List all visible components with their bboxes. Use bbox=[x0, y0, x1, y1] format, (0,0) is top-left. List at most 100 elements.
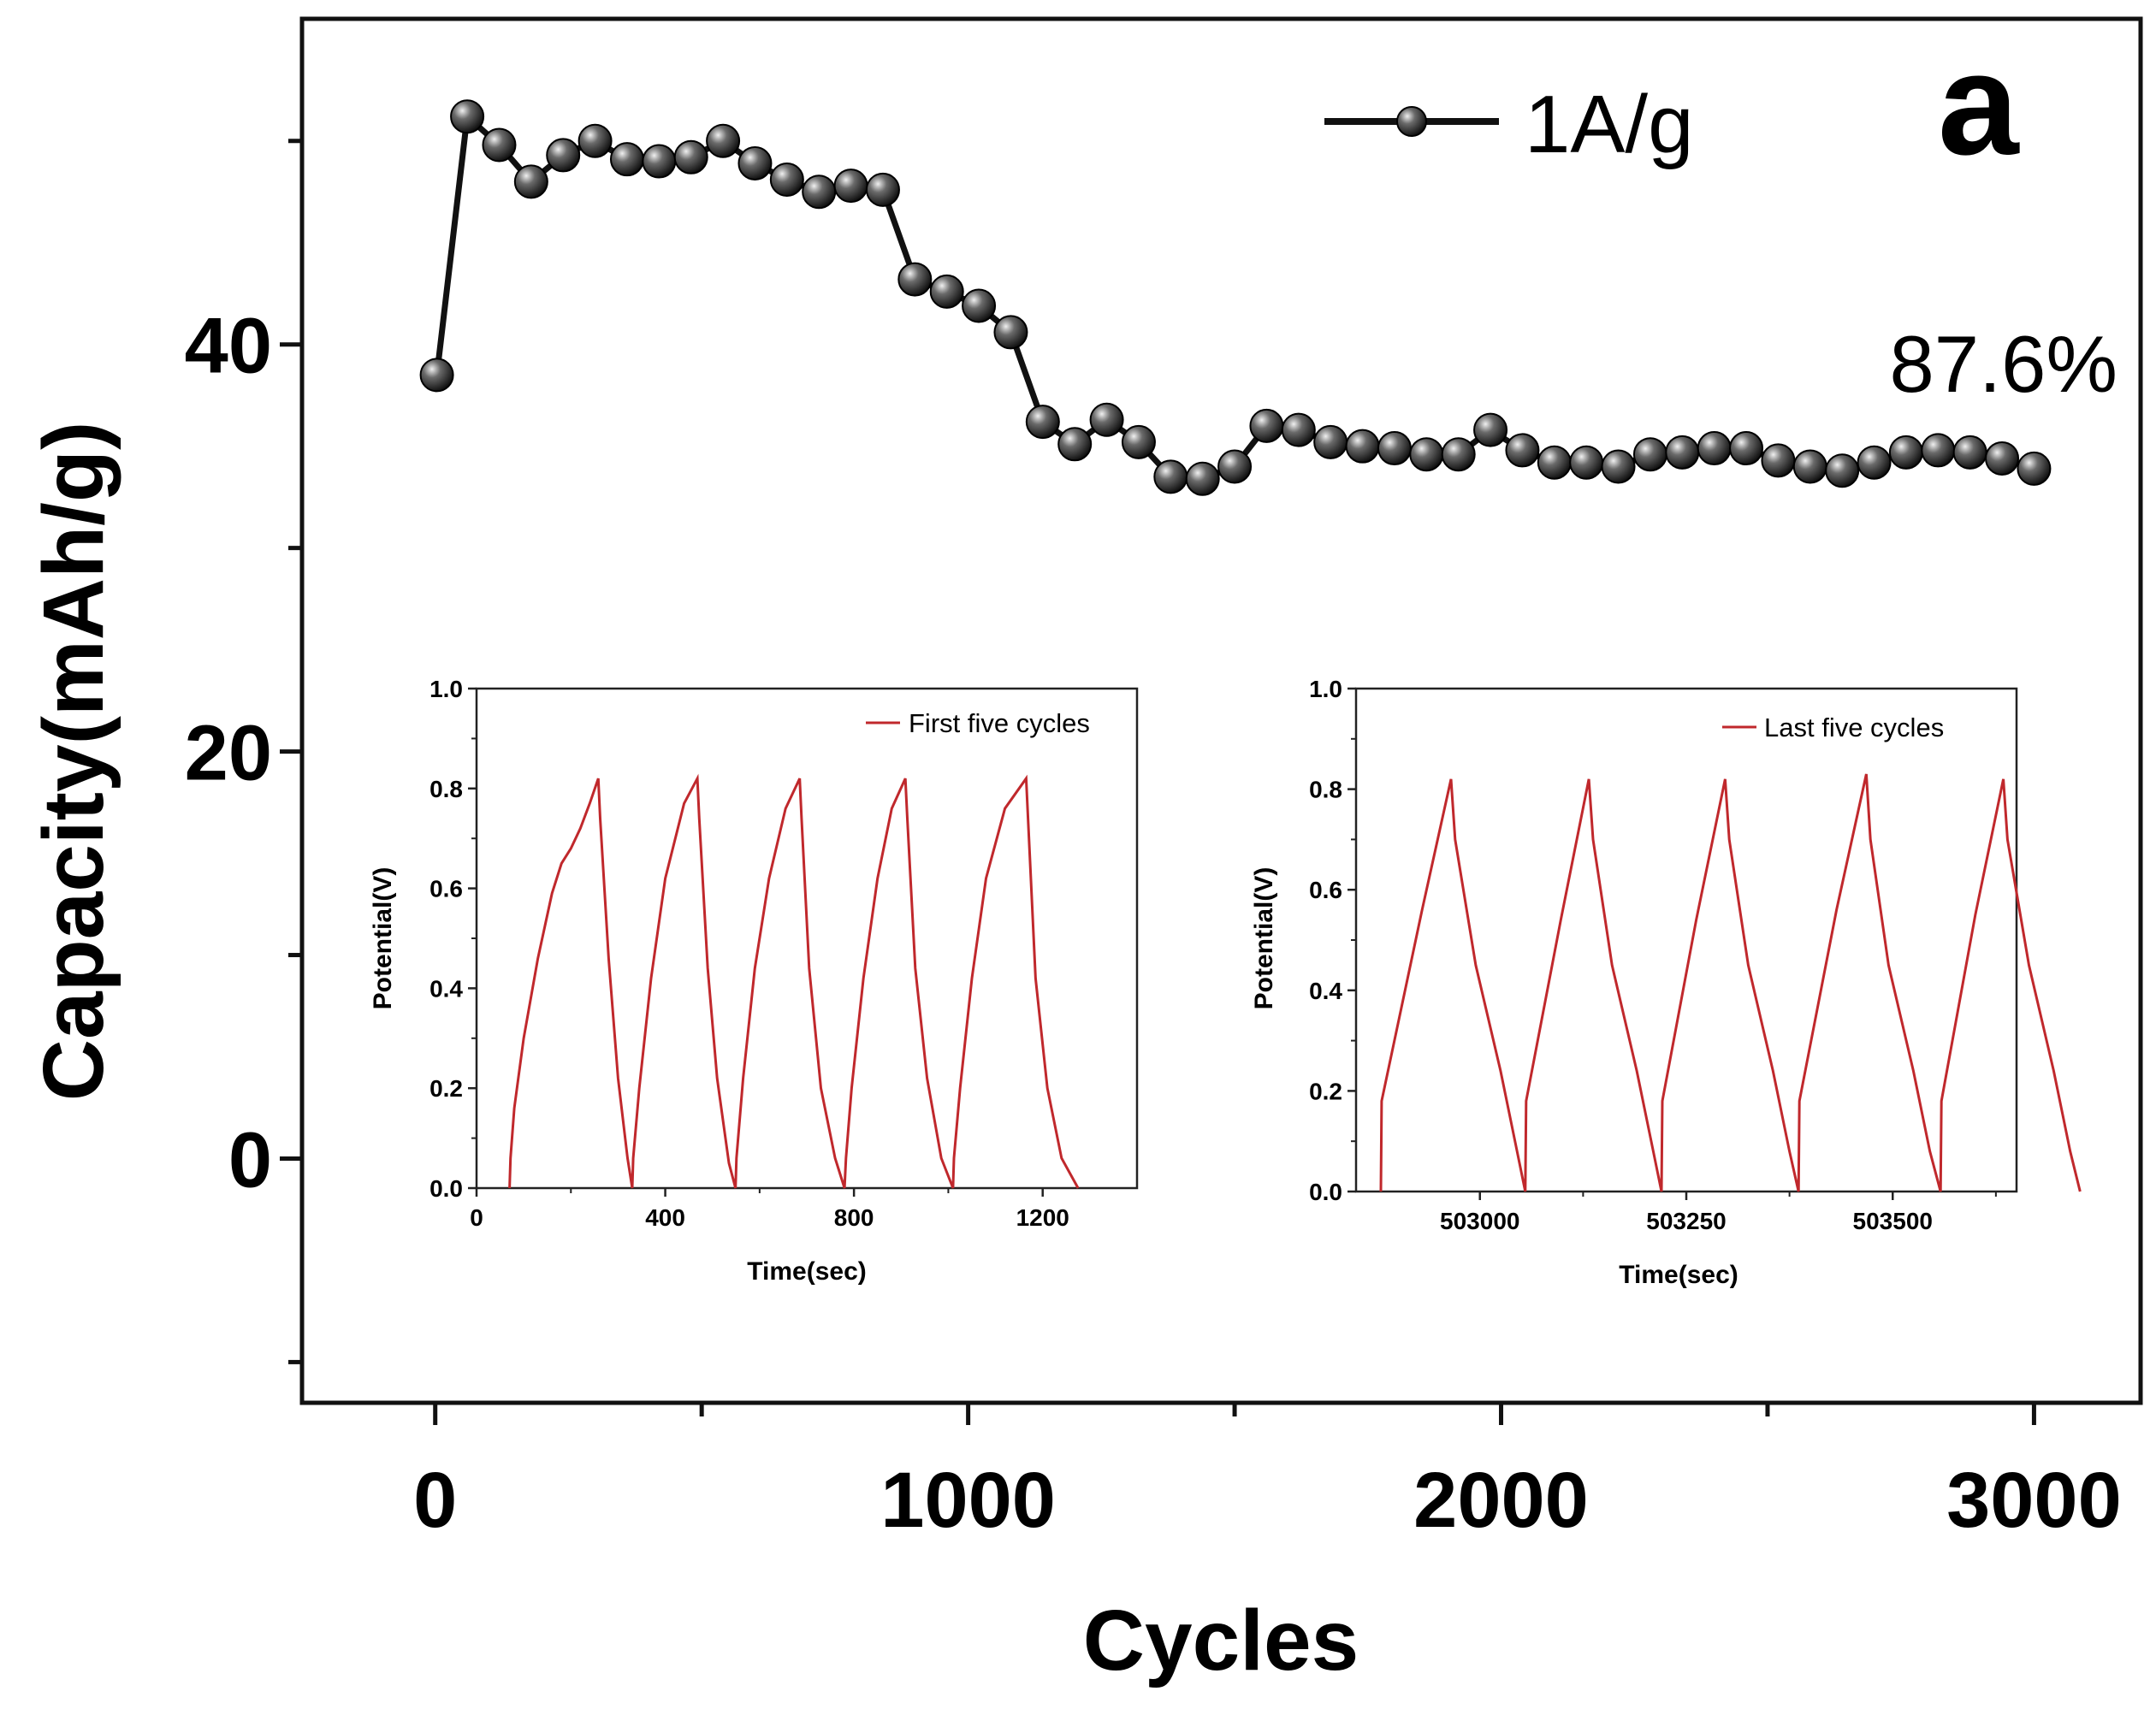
data-point bbox=[513, 164, 548, 199]
data-point bbox=[1985, 441, 2020, 476]
data-point bbox=[1537, 445, 1572, 480]
x-tick-label: 503250 bbox=[1646, 1208, 1726, 1234]
inset2-series-line bbox=[1379, 773, 2082, 1192]
data-point bbox=[737, 145, 773, 180]
main-legend: 1A/g bbox=[1324, 79, 1693, 170]
y-tick-label: 0 bbox=[228, 1116, 272, 1203]
data-point bbox=[962, 288, 997, 323]
data-point bbox=[1217, 449, 1253, 484]
data-point bbox=[1057, 427, 1093, 462]
data-point bbox=[419, 358, 454, 393]
data-point bbox=[1153, 459, 1188, 494]
main-ticks bbox=[280, 139, 2036, 1425]
y-tick-label: 0.0 bbox=[1309, 1179, 1342, 1205]
data-point bbox=[1185, 461, 1220, 496]
x-tick-label: 1000 bbox=[880, 1457, 1056, 1544]
y-tick-label: 0.4 bbox=[429, 975, 463, 1002]
data-point bbox=[769, 162, 804, 197]
data-point bbox=[833, 169, 868, 204]
inset1-ticks bbox=[468, 687, 1044, 1197]
x-axis-title: Cycles bbox=[1083, 1593, 1359, 1688]
inset1-x-axis-title: Time(sec) bbox=[747, 1257, 867, 1286]
data-point bbox=[1441, 437, 1476, 472]
x-tick-label: 400 bbox=[645, 1204, 685, 1231]
data-point bbox=[1089, 402, 1124, 437]
data-point bbox=[1377, 431, 1412, 466]
data-point bbox=[897, 262, 933, 297]
data-point bbox=[1601, 449, 1636, 484]
y-tick-label: 20 bbox=[185, 710, 272, 797]
data-point bbox=[1921, 433, 1956, 468]
y-tick-label: 0.6 bbox=[1309, 877, 1342, 903]
y-tick-label: 0.6 bbox=[429, 876, 463, 902]
inset1-tick-labels: 0.0 0.2 0.4 0.6 0.8 1.0 0 400 800 1200 bbox=[429, 676, 1069, 1231]
x-tick-label: 503000 bbox=[1440, 1208, 1519, 1234]
x-tick-label: 2000 bbox=[1413, 1457, 1589, 1544]
data-point bbox=[1888, 435, 1923, 470]
data-point bbox=[450, 99, 485, 134]
inset1-legend-label: First five cycles bbox=[909, 708, 1090, 738]
y-axis-title: Capacity(mAh/g) bbox=[26, 422, 121, 1102]
data-point bbox=[1792, 449, 1827, 484]
data-point bbox=[1632, 437, 1667, 472]
x-tick-label: 503500 bbox=[1853, 1208, 1933, 1234]
inset2-legend-label: Last five cycles bbox=[1764, 713, 1944, 742]
data-point bbox=[578, 123, 613, 158]
legend-marker-swatch bbox=[1396, 106, 1427, 137]
data-point bbox=[865, 172, 900, 207]
main-tick-labels: 0 1000 2000 3000 0 20 40 bbox=[185, 303, 2122, 1544]
panel-letter: a bbox=[1938, 23, 2020, 186]
inset2-background bbox=[1346, 684, 2022, 1193]
data-point bbox=[1345, 429, 1380, 464]
data-point bbox=[1761, 443, 1796, 478]
x-tick-label: 800 bbox=[834, 1204, 874, 1231]
data-point bbox=[1505, 433, 1540, 468]
legend-label-1A-g: 1A/g bbox=[1525, 79, 1693, 170]
data-point bbox=[1697, 431, 1732, 466]
data-point bbox=[1665, 435, 1700, 470]
data-point bbox=[1025, 405, 1060, 440]
inset2-ticks bbox=[1348, 687, 1997, 1200]
data-point bbox=[1825, 453, 1860, 488]
data-point bbox=[482, 127, 517, 163]
series-points-1A-g bbox=[419, 99, 2052, 496]
main-chart: 0 1000 2000 3000 0 20 40 1A/g a 87.6% Cycles C… bbox=[26, 16, 2143, 1688]
main-plot-frame bbox=[299, 16, 2143, 1405]
y-tick-label: 0.8 bbox=[429, 776, 463, 802]
y-tick-label: 40 bbox=[185, 303, 272, 390]
data-point bbox=[802, 174, 837, 210]
data-point bbox=[1729, 431, 1764, 466]
data-point bbox=[1569, 445, 1604, 480]
data-point bbox=[1121, 424, 1156, 459]
y-tick-label: 1.0 bbox=[429, 676, 463, 702]
data-point bbox=[1409, 437, 1444, 472]
inset2-y-axis-title: Potential(V) bbox=[1250, 867, 1278, 1010]
inset2-tick-labels: 0.0 0.2 0.4 0.6 0.8 1.0 503000 503250 503500 bbox=[1309, 676, 1933, 1234]
data-point bbox=[1952, 435, 1987, 470]
x-tick-label: 0 bbox=[413, 1457, 457, 1544]
x-tick-label: 1200 bbox=[1016, 1204, 1069, 1231]
series-line-1A-g bbox=[434, 113, 2035, 482]
inset1-series-line bbox=[508, 773, 1080, 1189]
y-tick-label: 0.4 bbox=[1309, 978, 1342, 1004]
inset2-legend: Last five cycles bbox=[1722, 713, 1944, 742]
x-tick-label: 3000 bbox=[1946, 1457, 2122, 1544]
x-tick-label: 0 bbox=[470, 1204, 483, 1231]
data-point bbox=[1473, 412, 1508, 447]
data-point bbox=[642, 144, 677, 179]
data-point bbox=[546, 138, 581, 173]
data-point bbox=[993, 315, 1028, 350]
inset2-x-axis-title: Time(sec) bbox=[1619, 1261, 1738, 1289]
y-tick-label: 0.2 bbox=[1309, 1078, 1342, 1104]
y-tick-label: 1.0 bbox=[1309, 676, 1342, 702]
inset1-legend: First five cycles bbox=[866, 708, 1090, 738]
data-point bbox=[1281, 412, 1316, 447]
y-tick-label: 0.8 bbox=[1309, 777, 1342, 803]
data-point bbox=[1313, 424, 1348, 459]
data-point bbox=[1857, 445, 1892, 480]
inset-first-five-cycles: 0.0 0.2 0.4 0.6 0.8 1.0 0 400 800 1200 First five… bbox=[369, 676, 1140, 1286]
data-point bbox=[706, 123, 741, 158]
y-tick-label: 0.0 bbox=[429, 1175, 463, 1202]
